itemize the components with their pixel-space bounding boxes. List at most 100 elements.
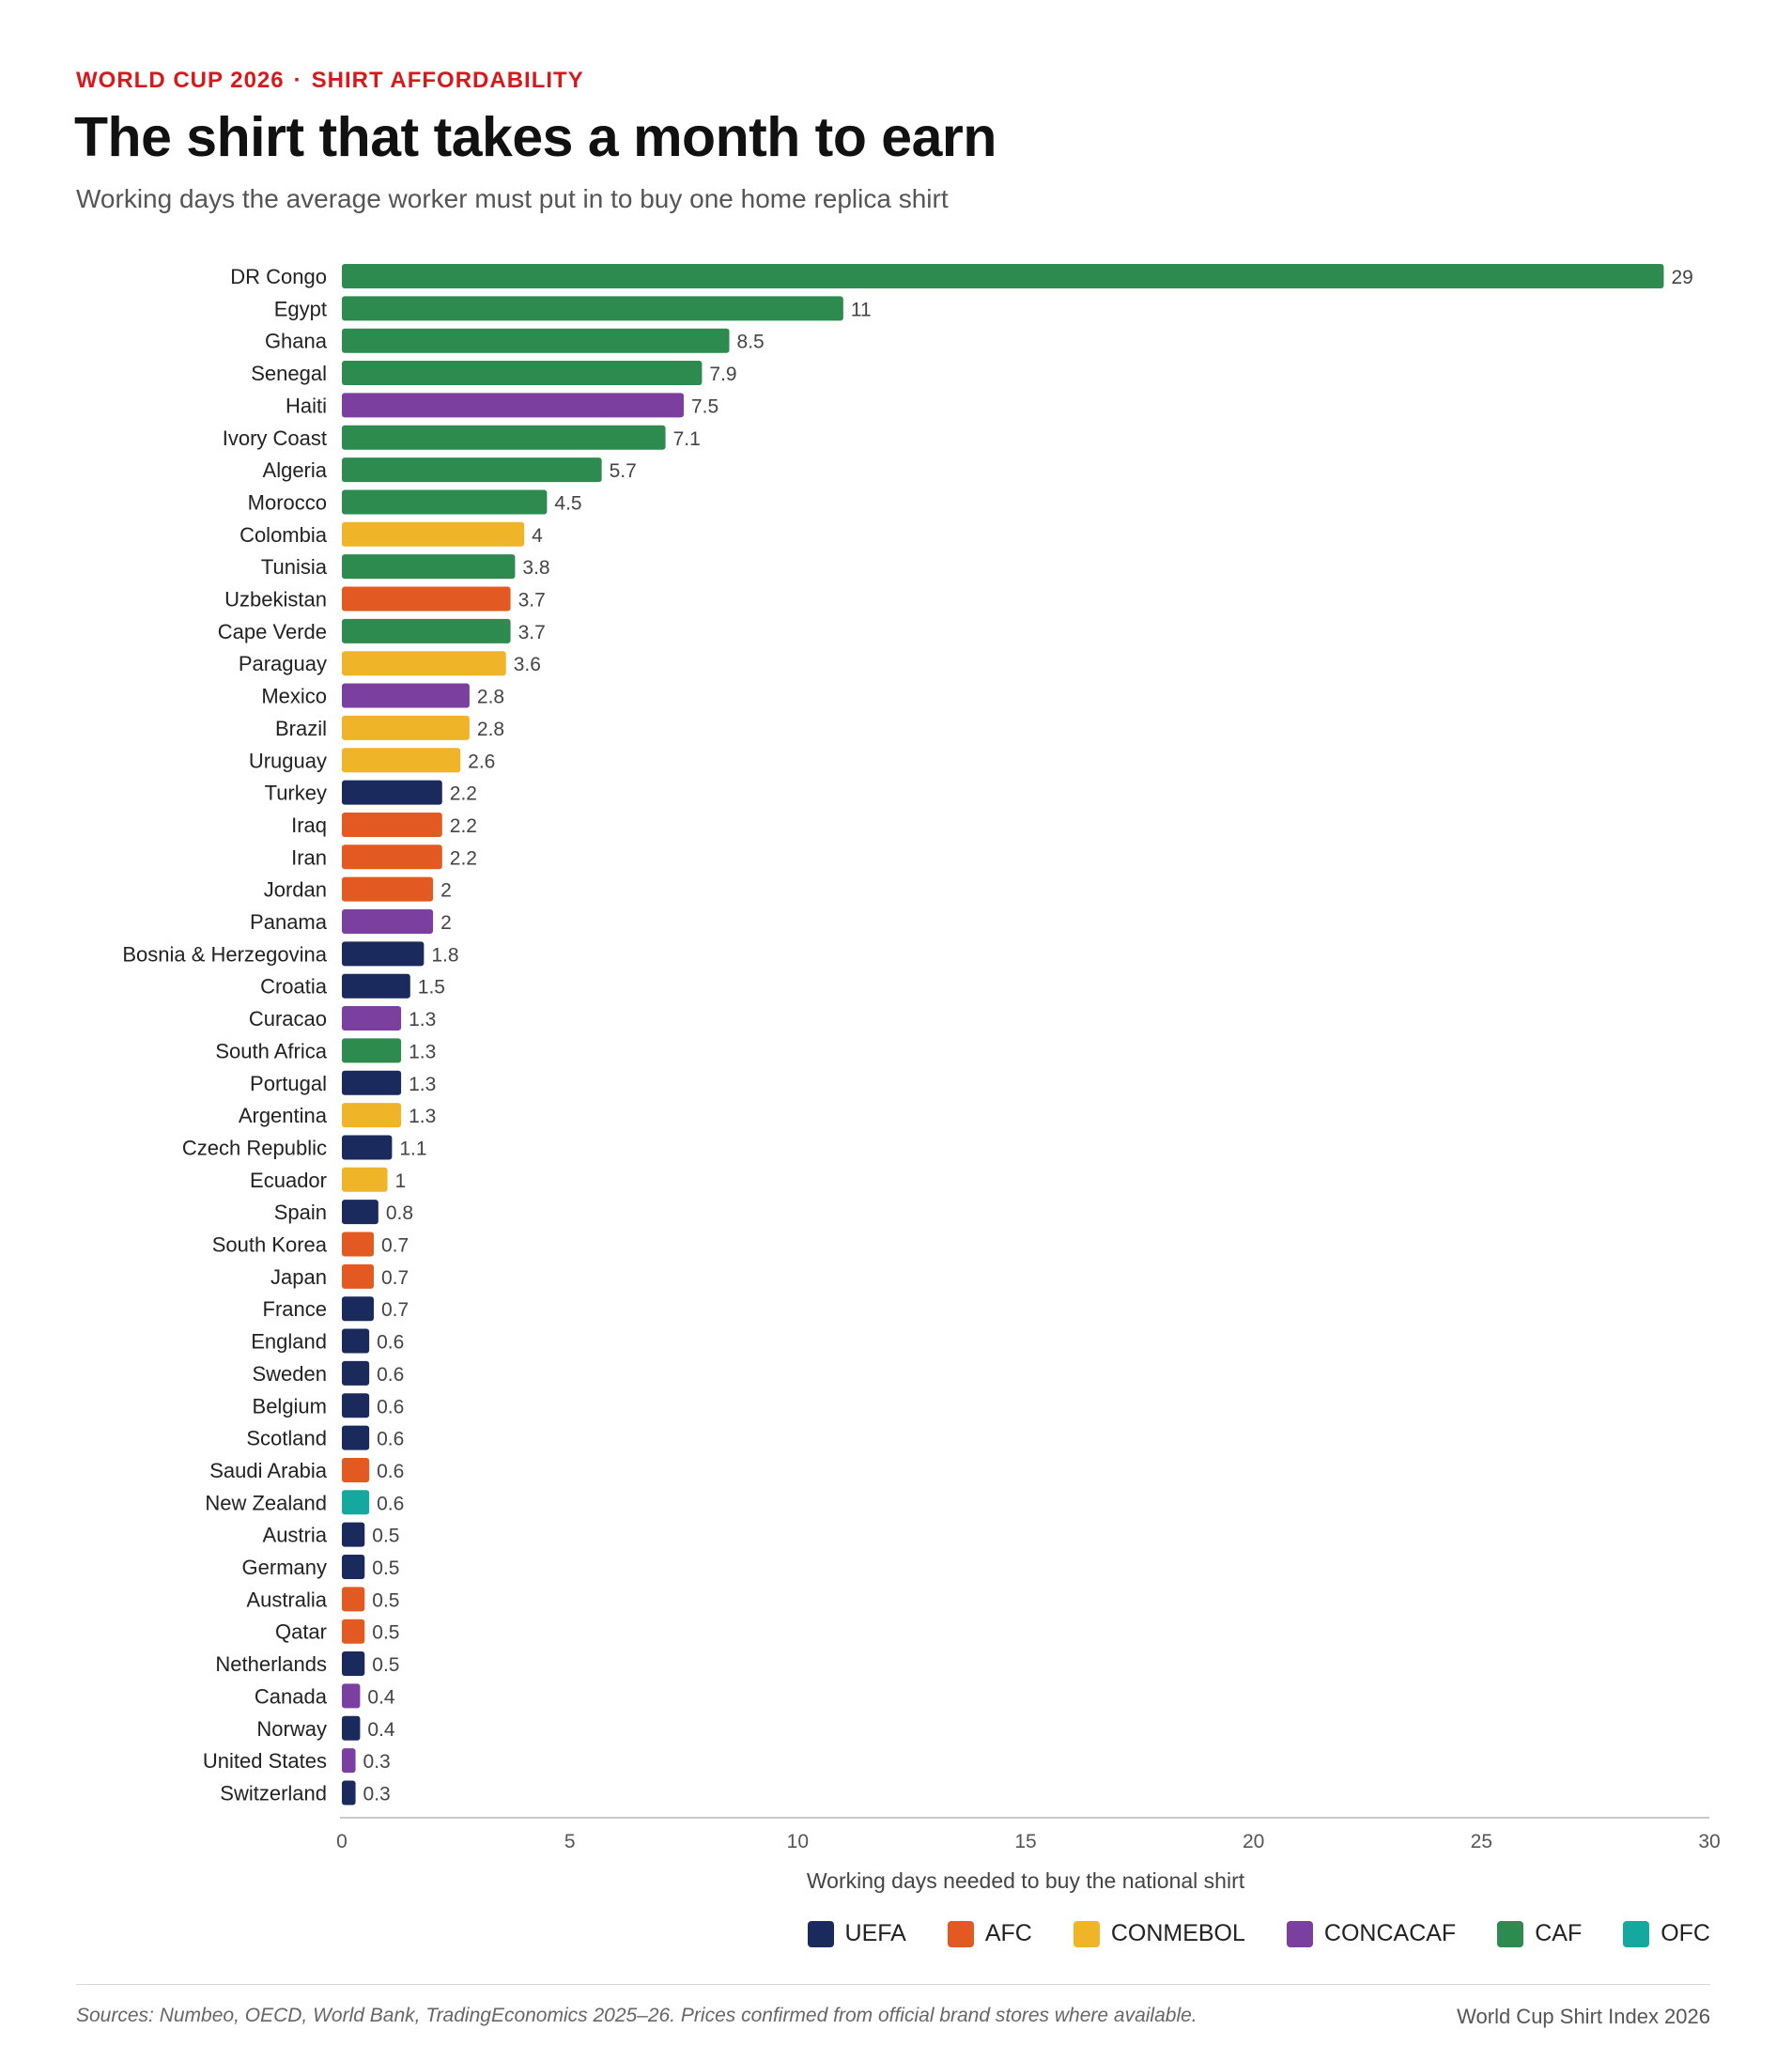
value-label-bosnia-herzegovina: 1.8 <box>431 944 458 966</box>
bar-paraguay <box>342 651 506 676</box>
bar-curacao <box>342 1006 402 1031</box>
bar-czech-republic <box>342 1135 393 1160</box>
value-label-austria: 0.5 <box>372 1526 399 1547</box>
value-label-egypt: 11 <box>851 299 872 320</box>
category-label-uruguay: Uruguay <box>249 749 327 772</box>
chart-title: The shirt that takes a month to earn <box>74 106 996 168</box>
category-label-netherlands: Netherlands <box>215 1652 327 1676</box>
value-label-turkey: 2.2 <box>450 783 477 805</box>
value-label-new-zealand: 0.6 <box>377 1493 404 1514</box>
bar-canada <box>342 1683 361 1709</box>
category-label-iraq: Iraq <box>291 814 327 837</box>
bar-switzerland <box>342 1780 356 1805</box>
credit: World Cup Shirt Index 2026 <box>1457 2005 1710 2028</box>
bar-ivory-coast <box>342 425 666 450</box>
value-label-england: 0.6 <box>377 1332 404 1354</box>
category-label-germany: Germany <box>242 1556 327 1579</box>
kicker: WORLD CUP 2026 · SHIRT AFFORDABILITY <box>76 68 584 94</box>
x-tick-label-0: 0 <box>336 1831 348 1852</box>
bar-united-states <box>342 1748 356 1774</box>
value-label-haiti: 7.5 <box>691 395 718 417</box>
value-label-colombia: 4 <box>532 525 543 547</box>
value-label-spain: 0.8 <box>386 1202 413 1224</box>
bar-scotland <box>342 1425 370 1450</box>
legend-item-concacaf: CONCACAF <box>1286 1920 1457 1947</box>
bar-cape-verde <box>342 618 511 643</box>
category-label-sweden: Sweden <box>252 1362 327 1386</box>
category-label-spain: Spain <box>274 1201 327 1224</box>
value-label-scotland: 0.6 <box>377 1429 404 1450</box>
category-label-south-africa: South Africa <box>215 1039 327 1062</box>
category-label-mexico: Mexico <box>261 685 327 708</box>
bar-haiti <box>342 393 684 418</box>
value-label-ghana: 8.5 <box>737 332 765 353</box>
legend: UEFA AFC CONMEBOL CONCACAF CAF OFC <box>807 1920 1710 1947</box>
bar-germany <box>342 1555 365 1579</box>
legend-label: OFC <box>1661 1920 1710 1946</box>
legend-item-caf: CAF <box>1497 1920 1582 1947</box>
bar-panama <box>342 909 434 934</box>
legend-label: CONMEBOL <box>1110 1920 1245 1946</box>
bar-brazil <box>342 715 470 740</box>
bar-algeria <box>342 457 602 483</box>
category-label-panama: Panama <box>250 910 328 934</box>
bar-croatia <box>342 973 410 999</box>
bar-bosnia-herzegovina <box>342 941 425 967</box>
bar-south-korea <box>342 1232 374 1257</box>
value-label-tunisia: 3.8 <box>522 557 549 579</box>
legend-item-uefa: UEFA <box>807 1920 906 1947</box>
category-label-haiti: Haiti <box>286 394 327 417</box>
value-label-uruguay: 2.6 <box>468 751 495 772</box>
bar-new-zealand <box>342 1490 370 1515</box>
bar-chart: DR Congo 29 Egypt 11 Ghana 8.5 Senegal 7.9 Haiti… <box>122 264 1721 1893</box>
value-label-australia: 0.5 <box>372 1589 399 1611</box>
category-label-uzbekistan: Uzbekistan <box>224 588 327 612</box>
legend-label: CAF <box>1535 1920 1583 1946</box>
bar-ghana <box>342 328 730 353</box>
x-tick-label-20: 20 <box>1243 1831 1264 1852</box>
value-label-morocco: 4.5 <box>554 492 581 514</box>
bar-uzbekistan <box>342 586 511 612</box>
legend-item-afc: AFC <box>947 1920 1032 1947</box>
value-label-france: 0.7 <box>381 1299 409 1321</box>
bar-belgium <box>342 1393 370 1418</box>
legend-item-conmebol: CONMEBOL <box>1073 1920 1245 1947</box>
category-label-colombia: Colombia <box>239 523 328 547</box>
value-label-saudi-arabia: 0.6 <box>377 1461 404 1482</box>
bar-ecuador <box>342 1167 388 1192</box>
value-label-dr-congo: 29 <box>1671 267 1692 288</box>
category-label-scotland: Scotland <box>246 1427 327 1450</box>
value-label-croatia: 1.5 <box>418 977 445 999</box>
x-tick-label-10: 10 <box>787 1831 809 1852</box>
category-label-senegal: Senegal <box>251 362 327 385</box>
bar-egypt <box>342 296 843 321</box>
legend-swatch <box>807 1920 834 1947</box>
category-label-czech-republic: Czech Republic <box>182 1136 327 1159</box>
legend-label: CONCACAF <box>1323 1920 1457 1946</box>
value-label-iran: 2.2 <box>450 847 477 869</box>
footer-divider <box>76 1984 1710 1985</box>
category-label-turkey: Turkey <box>265 782 327 805</box>
category-label-tunisia: Tunisia <box>261 555 328 579</box>
category-label-australia: Australia <box>246 1588 327 1611</box>
value-label-japan: 0.7 <box>381 1267 409 1289</box>
category-label-iran: Iran <box>291 845 327 869</box>
category-label-ghana: Ghana <box>265 330 328 353</box>
value-label-germany: 0.5 <box>372 1557 399 1579</box>
category-label-belgium: Belgium <box>253 1394 327 1418</box>
bar-argentina <box>342 1103 402 1128</box>
category-label-portugal: Portugal <box>250 1072 327 1095</box>
kicker-separator: · <box>293 68 302 93</box>
chart-subtitle: Working days the average worker must put… <box>76 184 949 213</box>
value-label-cape-verde: 3.7 <box>518 622 546 643</box>
value-label-iraq: 2.2 <box>450 815 477 837</box>
bar-south-africa <box>342 1038 402 1063</box>
category-label-algeria: Algeria <box>263 458 328 482</box>
bar-turkey <box>342 780 442 805</box>
bar-spain <box>342 1200 378 1225</box>
x-tick-label-30: 30 <box>1698 1831 1720 1852</box>
category-label-paraguay: Paraguay <box>239 652 327 675</box>
category-label-new-zealand: New Zealand <box>205 1491 327 1514</box>
bar-jordan <box>342 876 434 902</box>
category-label-cape-verde: Cape Verde <box>218 620 327 643</box>
